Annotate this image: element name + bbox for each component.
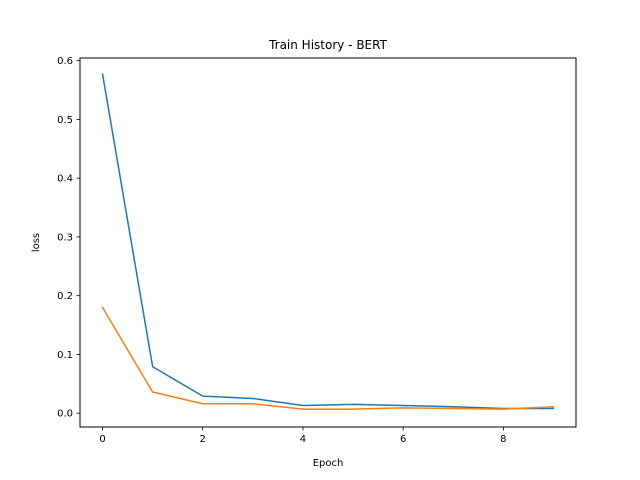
x-axis-ticks: 0 2 4 6 8 [99,427,507,445]
y-tick-label: 0.6 [57,56,73,67]
series-line-2 [101,306,555,410]
y-tick-label: 0.1 [57,350,73,361]
x-tick-label: 2 [200,434,206,445]
y-tick-label: 0.2 [57,291,73,302]
plot-area-frame [79,57,577,428]
x-tick-label: 6 [400,434,406,445]
y-tick-label: 0.3 [57,232,73,243]
y-tick-label: 0.5 [57,115,73,126]
x-axis-title: Epoch [313,458,344,469]
series-line-1 [101,73,555,410]
y-tick-label: 0.4 [57,174,73,185]
y-tick-label: 0.0 [57,409,73,420]
series-layer [101,73,555,410]
x-tick-label: 8 [500,434,506,445]
y-axis-ticks: 0.0 0.1 0.2 0.3 0.4 0.5 0.6 [57,56,80,420]
y-axis-title: loss [31,233,42,252]
x-tick-label: 0 [99,434,105,445]
x-tick-label: 4 [300,434,306,445]
chart-title: Train History - BERT [268,38,388,52]
